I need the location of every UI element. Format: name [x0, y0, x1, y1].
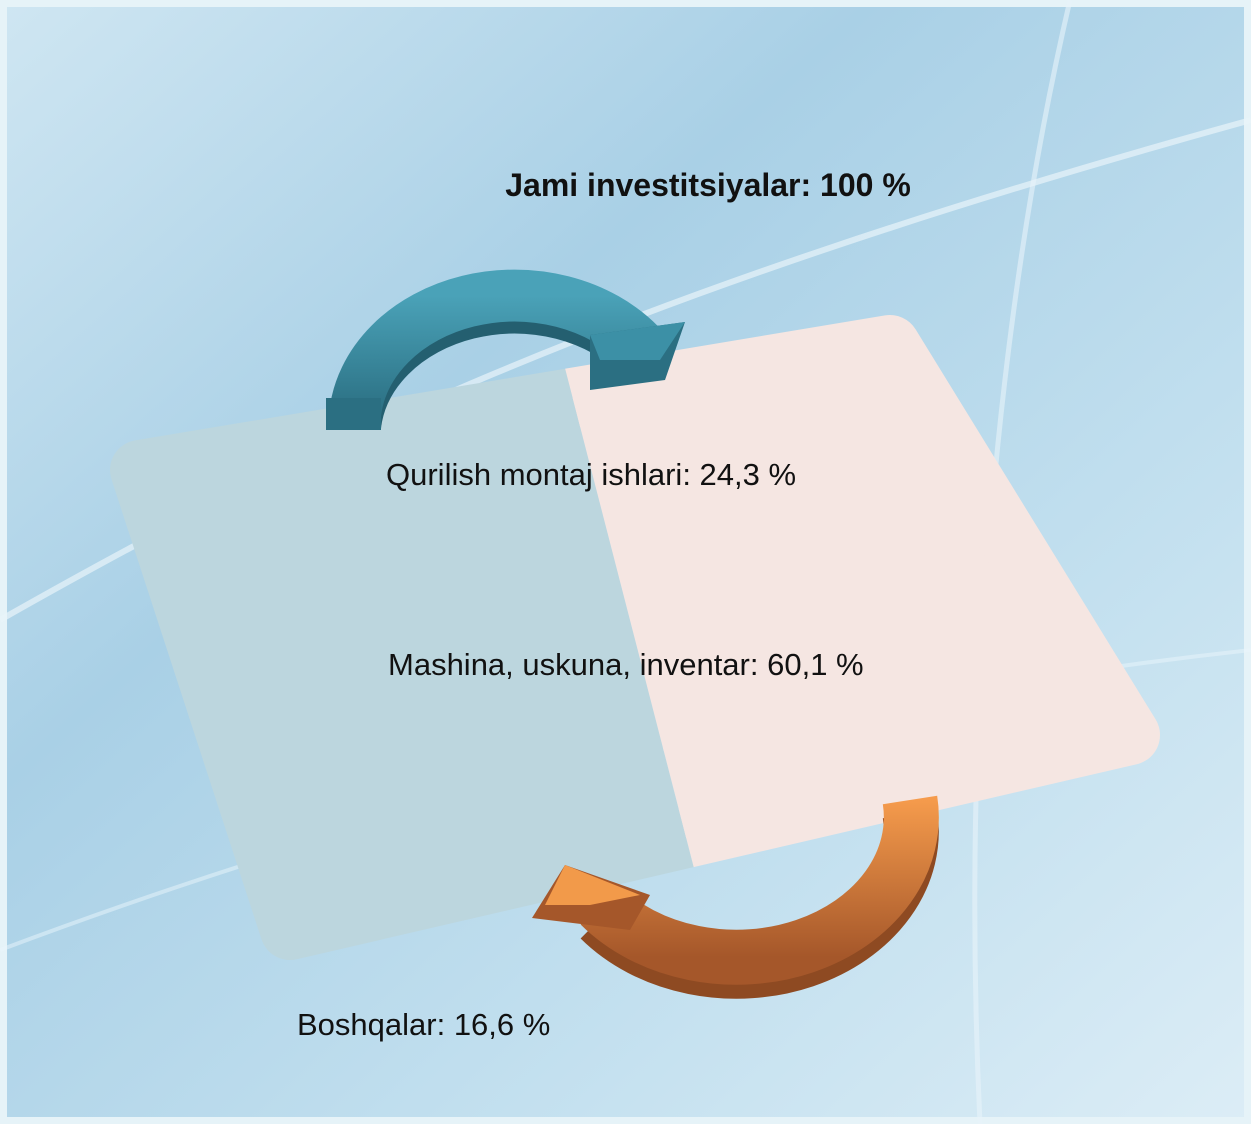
- item-label: Boshqalar: 16,6 %: [297, 1007, 550, 1042]
- item-label: Mashina, uskuna, inventar: 60,1 %: [388, 647, 864, 682]
- title: Jami investitsiyalar: 100 %: [505, 167, 911, 203]
- slide: Jami investitsiyalar: 100 % Qurilish mon…: [0, 0, 1251, 1124]
- item-label: Qurilish montaj ishlari: 24,3 %: [386, 457, 796, 492]
